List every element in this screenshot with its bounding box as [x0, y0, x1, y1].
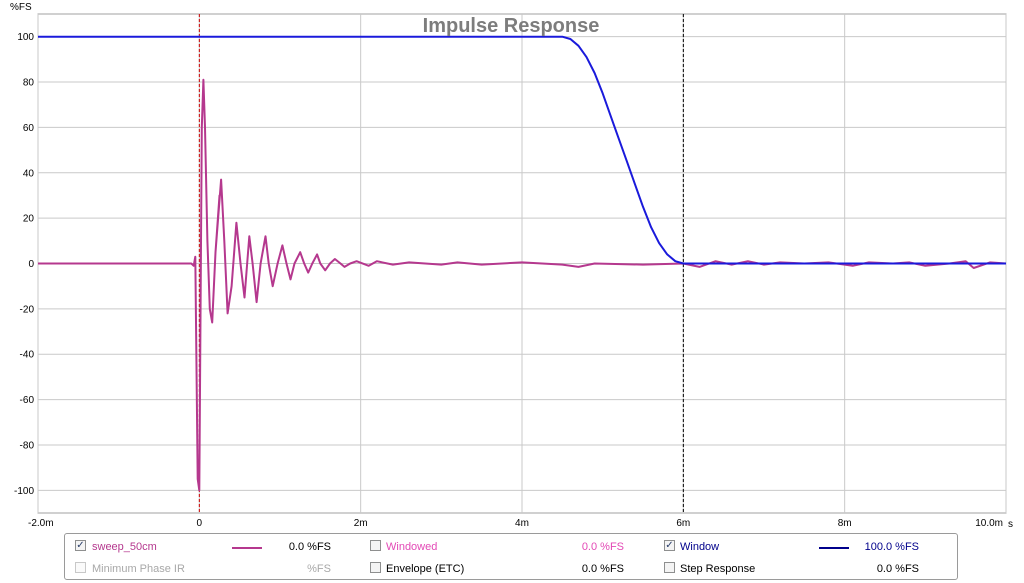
sweep-label: sweep_50cm	[92, 541, 157, 553]
y-tick-label: -100	[14, 486, 34, 497]
y-tick-label: 20	[23, 214, 35, 225]
y-tick-label: 80	[23, 78, 35, 89]
y-tick-labels: 100 80 60 40 20 0 -20 -40 -60 -80 -100	[14, 32, 34, 497]
x-axis-unit-label: s	[1008, 519, 1013, 530]
chart-title: Impulse Response	[423, 15, 600, 37]
envelope-value: 0.0 %FS	[581, 563, 624, 575]
windowed-label: Windowed	[386, 541, 438, 553]
y-tick-label: -40	[20, 350, 35, 361]
window-swatch	[819, 547, 849, 549]
x-tick-label: 8m	[838, 518, 852, 529]
window-value: 100.0 %FS	[864, 541, 919, 553]
series-lines	[38, 35, 1007, 492]
legend-row: ✓ sweep_50cm 0.0 %FS Windowed 0.0 %FS ✓ …	[65, 537, 957, 557]
x-tick-label: -2.0m	[28, 518, 54, 529]
y-tick-label: 40	[23, 168, 35, 179]
sweep-value: 0.0 %FS	[288, 541, 331, 553]
windowed-checkbox[interactable]	[370, 540, 381, 551]
x-tick-labels: -2.0m 0 2m 4m 6m 8m 10.0m	[28, 518, 1003, 529]
y-tick-label: 60	[23, 123, 35, 134]
min-phase-checkbox[interactable]	[75, 562, 86, 573]
sweep-swatch	[232, 547, 262, 549]
y-tick-label: -80	[20, 440, 35, 451]
legend-panel: ✓ sweep_50cm 0.0 %FS Windowed 0.0 %FS ✓ …	[64, 533, 958, 580]
x-tick-label: 6m	[676, 518, 690, 529]
envelope-label: Envelope (ETC)	[386, 563, 465, 575]
window-checkbox[interactable]: ✓	[664, 540, 675, 551]
step-label: Step Response	[680, 563, 756, 575]
legend-row: Minimum Phase IR %FS Envelope (ETC) 0.0 …	[65, 559, 957, 579]
y-tick-label: -20	[20, 304, 35, 315]
y-tick-label: 0	[28, 259, 34, 270]
x-tick-label: 10.0m	[975, 518, 1003, 529]
min-phase-label: Minimum Phase IR	[92, 563, 185, 575]
sweep-checkbox[interactable]: ✓	[75, 540, 86, 551]
min-phase-value: %FS	[307, 563, 331, 575]
y-axis-unit-label: %FS	[10, 2, 32, 13]
y-tick-label: 100	[17, 32, 34, 43]
impulse-response-chart[interactable]: 100 80 60 40 20 0 -20 -40 -60 -80 -100 -2.0m 0 2m 4m 6…	[0, 0, 1024, 530]
x-tick-label: 4m	[515, 518, 529, 529]
series-line-window	[38, 35, 1006, 265]
step-checkbox[interactable]	[664, 562, 675, 573]
window-label: Window	[680, 541, 720, 553]
windowed-value: 0.0 %FS	[581, 541, 624, 553]
y-tick-label: -60	[20, 395, 35, 406]
step-value: 0.0 %FS	[876, 563, 919, 575]
x-tick-label: 0	[197, 518, 203, 529]
envelope-checkbox[interactable]	[370, 562, 381, 573]
x-tick-label: 2m	[354, 518, 368, 529]
